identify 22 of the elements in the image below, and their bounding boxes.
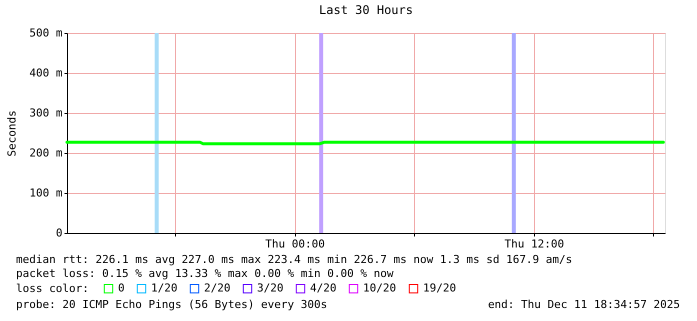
legend-label: 2/20 bbox=[204, 282, 230, 295]
text: end: Thu Dec 11 18:34:57 2025 bbox=[488, 298, 680, 311]
y-tick-label: 100 m bbox=[29, 186, 63, 200]
legend-label: 3/20 bbox=[257, 282, 284, 295]
legend-title: loss color: bbox=[16, 282, 89, 295]
legend-label: 1/20 bbox=[151, 282, 178, 295]
y-tick-label: 200 m bbox=[29, 146, 63, 160]
legend-label: 19/20 bbox=[423, 282, 456, 295]
x-tick-label: Thu 12:00 bbox=[504, 238, 564, 250]
y-axis-title: Seconds bbox=[5, 110, 18, 157]
legend-label: 10/20 bbox=[363, 282, 396, 295]
y-tick-label: 500 m bbox=[29, 26, 63, 40]
y-tick-label: 400 m bbox=[29, 66, 63, 80]
chart-title: Last 30 Hours bbox=[319, 3, 413, 17]
text: median rtt: 226.1 ms avg 227.0 ms max 223.4 ms min 226.7 ms now 1.3 ms sd 167.9 am/s bbox=[16, 253, 572, 266]
text: packet loss: 0.15 % avg 13.33 % max 0.00 % min 0.00 % now bbox=[16, 267, 394, 280]
y-tick-label: 0 bbox=[56, 226, 62, 240]
legend-label: 4/20 bbox=[310, 282, 336, 295]
y-tick-label: 300 m bbox=[29, 106, 63, 120]
text: probe: 20 ICMP Echo Pings (56 Bytes) every 300s bbox=[16, 298, 328, 311]
legend-label: 0 bbox=[118, 282, 125, 295]
x-tick-label: Thu 00:00 bbox=[265, 238, 325, 250]
